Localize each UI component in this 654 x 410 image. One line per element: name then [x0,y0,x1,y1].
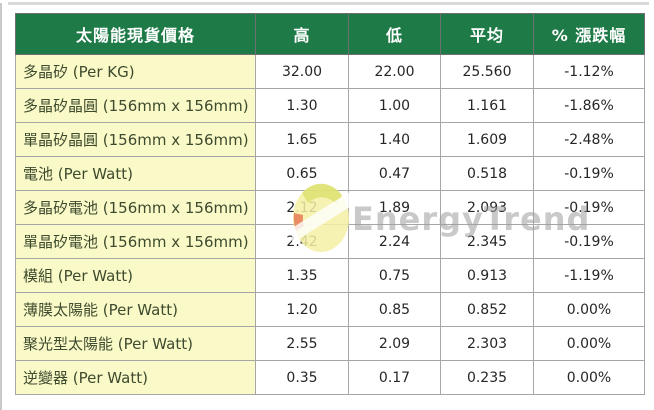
avg-cell: 1.609 [440,122,534,157]
avg-cell: 0.518 [440,156,534,191]
low-cell: 22.00 [348,54,441,89]
row-label-cell: 薄膜太陽能 (Per Watt) [15,292,256,327]
avg-cell: 0.852 [440,292,534,327]
low-cell: 0.75 [348,258,441,293]
avg-cell: 2.303 [440,326,534,361]
page-top-divider [8,2,649,5]
change-cell: -2.48% [533,122,645,157]
table-row: 多晶矽 (Per KG) 32.00 22.00 25.560 -1.12% [15,54,645,89]
change-cell: -0.19% [533,224,645,259]
avg-cell: 0.235 [440,360,534,395]
row-label-cell: 電池 (Per Watt) [15,156,256,191]
table-row: 模組 (Per Watt) 1.35 0.75 0.913 -1.19% [15,258,645,293]
table-row: 多晶矽電池 (156mm x 156mm) 2.12 1.89 2.093 -0… [15,190,645,225]
table-row: 電池 (Per Watt) 0.65 0.47 0.518 -0.19% [15,156,645,191]
page-left-border [0,3,2,410]
high-cell: 2.42 [255,224,349,259]
header-change: % 漲跌幅 [533,13,645,55]
table-row: 聚光型太陽能 (Per Watt) 2.55 2.09 2.303 0.00% [15,326,645,361]
low-cell: 0.17 [348,360,441,395]
avg-cell: 25.560 [440,54,534,89]
high-cell: 1.30 [255,88,349,123]
low-cell: 0.47 [348,156,441,191]
high-cell: 2.12 [255,190,349,225]
change-cell: 0.00% [533,326,645,361]
row-label-cell: 聚光型太陽能 (Per Watt) [15,326,256,361]
row-label-cell: 模組 (Per Watt) [15,258,256,293]
row-label-cell: 多晶矽電池 (156mm x 156mm) [15,190,256,225]
row-label-cell: 單晶矽電池 (156mm x 156mm) [15,224,256,259]
high-cell: 1.65 [255,122,349,157]
change-cell: 0.00% [533,360,645,395]
change-cell: 0.00% [533,292,645,327]
high-cell: 32.00 [255,54,349,89]
table-row: 單晶矽晶圓 (156mm x 156mm) 1.65 1.40 1.609 -2… [15,122,645,157]
avg-cell: 0.913 [440,258,534,293]
high-cell: 0.35 [255,360,349,395]
low-cell: 2.24 [348,224,441,259]
table-row: 多晶矽晶圓 (156mm x 156mm) 1.30 1.00 1.161 -1… [15,88,645,123]
high-cell: 1.35 [255,258,349,293]
low-cell: 1.40 [348,122,441,157]
row-label-cell: 多晶矽晶圓 (156mm x 156mm) [15,88,256,123]
table-row: 薄膜太陽能 (Per Watt) 1.20 0.85 0.852 0.00% [15,292,645,327]
price-table: 太陽能現貨價格 高 低 平均 % 漲跌幅 多晶矽 (Per KG) 32.00 … [15,13,645,395]
row-label-cell: 多晶矽 (Per KG) [15,54,256,89]
change-cell: -1.12% [533,54,645,89]
avg-cell: 1.161 [440,88,534,123]
change-cell: -1.86% [533,88,645,123]
header-product: 太陽能現貨價格 [15,13,256,55]
low-cell: 1.00 [348,88,441,123]
solar-price-table: 太陽能現貨價格 高 低 平均 % 漲跌幅 多晶矽 (Per KG) 32.00 … [15,13,645,395]
table-row: 逆變器 (Per Watt) 0.35 0.17 0.235 0.00% [15,360,645,395]
table-row: 單晶矽電池 (156mm x 156mm) 2.42 2.24 2.345 -0… [15,224,645,259]
high-cell: 1.20 [255,292,349,327]
low-cell: 2.09 [348,326,441,361]
header-high: 高 [255,13,349,55]
row-label-cell: 單晶矽晶圓 (156mm x 156mm) [15,122,256,157]
high-cell: 0.65 [255,156,349,191]
low-cell: 1.89 [348,190,441,225]
header-low: 低 [348,13,441,55]
avg-cell: 2.345 [440,224,534,259]
table-header-row: 太陽能現貨價格 高 低 平均 % 漲跌幅 [15,13,645,55]
low-cell: 0.85 [348,292,441,327]
avg-cell: 2.093 [440,190,534,225]
change-cell: -0.19% [533,190,645,225]
row-label-cell: 逆變器 (Per Watt) [15,360,256,395]
change-cell: -1.19% [533,258,645,293]
change-cell: -0.19% [533,156,645,191]
header-avg: 平均 [440,13,534,55]
high-cell: 2.55 [255,326,349,361]
